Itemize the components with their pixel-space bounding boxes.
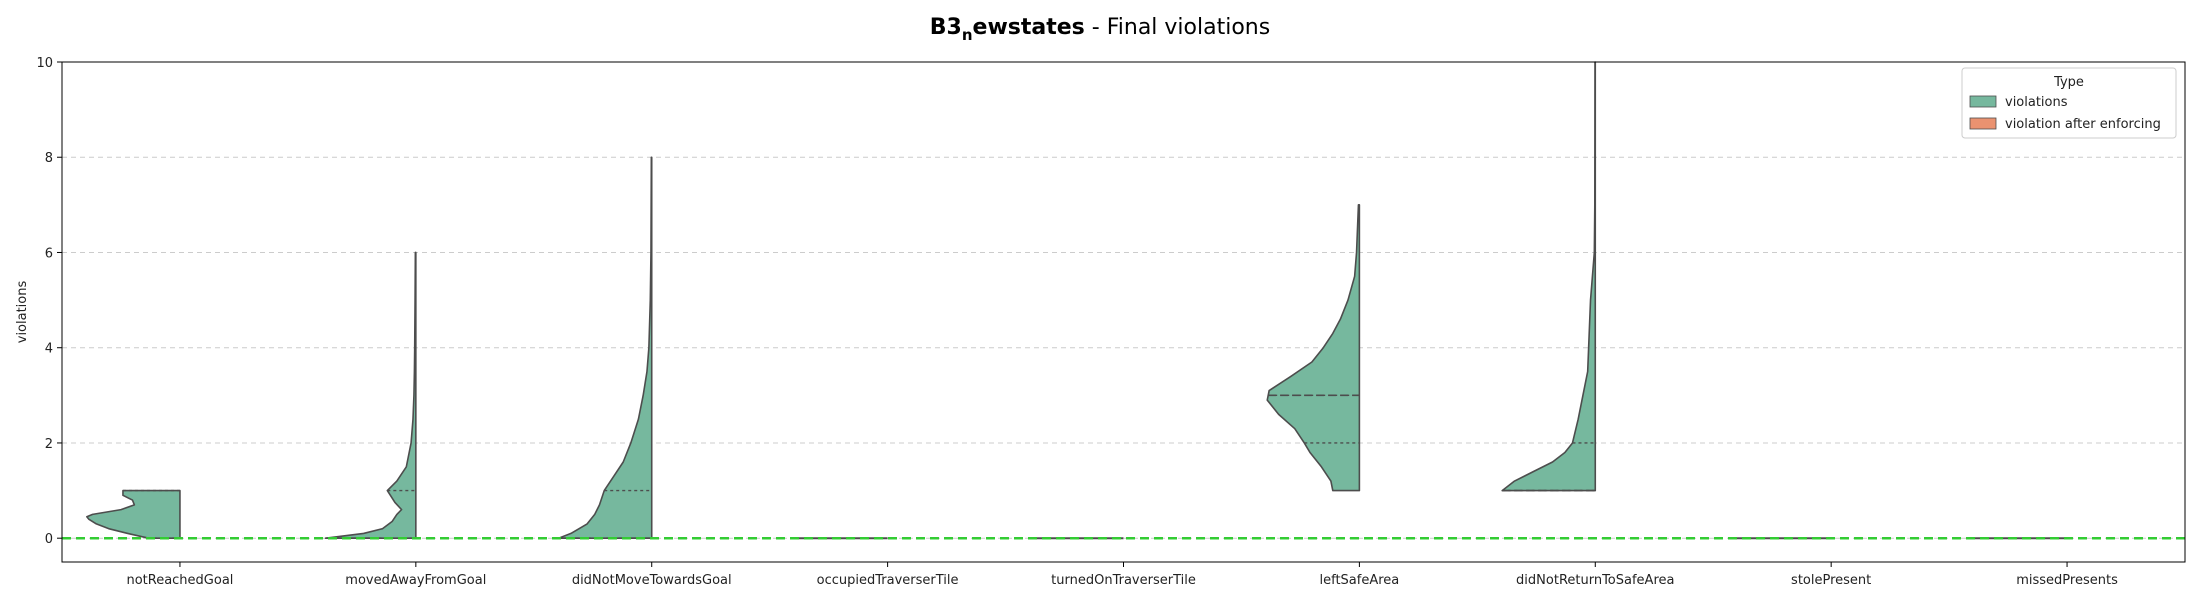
x-tick-label-notReachedGoal: notReachedGoal: [126, 573, 233, 588]
legend-label-violations: violations: [2005, 95, 2068, 110]
y-tick-label-6: 6: [45, 246, 53, 261]
legend-label-violation-after-enforcing: violation after enforcing: [2005, 117, 2161, 132]
y-axis-label: violations: [15, 281, 30, 344]
violin-body-movedAwayFromGoal: [324, 251, 417, 539]
x-tick-label-movedAwayFromGoal: movedAwayFromGoal: [345, 573, 486, 588]
title-subscript: n: [962, 26, 973, 44]
x-tick-label-missedPresents: missedPresents: [2016, 573, 2118, 588]
y-tick-label-10: 10: [36, 56, 53, 71]
x-tick-label-didNotMoveTowardsGoal: didNotMoveTowardsGoal: [572, 573, 732, 588]
y-tick-label-2: 2: [45, 437, 53, 452]
violin-body-didNotReturnToSafeArea: [1501, 61, 1597, 492]
violin-body-notReachedGoal: [86, 489, 181, 539]
x-tick-label-turnedOnTraverserTile: turnedOnTraverserTile: [1051, 573, 1196, 588]
plot-frame: [61, 61, 2186, 563]
axis-layer: 0 2 4 6 8 10 notReachedGoal movedAwayFromGoal di…: [36, 56, 2186, 588]
x-tick-label-occupiedTraverserTile: occupiedTraverserTile: [817, 573, 959, 588]
violin-layer: [62, 61, 2185, 540]
legend-swatch-violation-after-enforcing: [1969, 117, 1997, 130]
x-tick-label-didNotReturnToSafeArea: didNotReturnToSafeArea: [1516, 573, 1674, 588]
violin-body-didNotMoveTowardsGoal: [557, 156, 653, 539]
title-suffix: - Final violations: [1085, 15, 1270, 40]
x-tick-label-leftSafeArea: leftSafeArea: [1320, 573, 1400, 588]
legend-swatch-violations: [1969, 95, 1997, 108]
legend-title: Type: [2053, 75, 2084, 90]
violin-body-leftSafeArea: [1266, 204, 1361, 492]
grid-layer: [62, 61, 2185, 539]
chart-title: B3newstates - Final violations: [930, 15, 1270, 44]
violin-notReachedGoal: [86, 489, 181, 539]
y-tick-label-4: 4: [45, 342, 53, 357]
violin-leftSafeArea: [1266, 204, 1361, 492]
y-tick-label-0: 0: [45, 532, 53, 547]
violin-movedAwayFromGoal: [324, 251, 417, 539]
y-tick-label-8: 8: [45, 151, 53, 166]
legend: Type violations violation after enforcin…: [1961, 67, 2177, 139]
violin-didNotReturnToSafeArea: [1501, 61, 1597, 492]
x-tick-label-stolePresent: stolePresent: [1791, 573, 1871, 588]
legend-frame: [1961, 67, 2177, 139]
title-bold-rest: ewstates: [973, 15, 1085, 40]
title-prefix: B3: [930, 15, 962, 40]
